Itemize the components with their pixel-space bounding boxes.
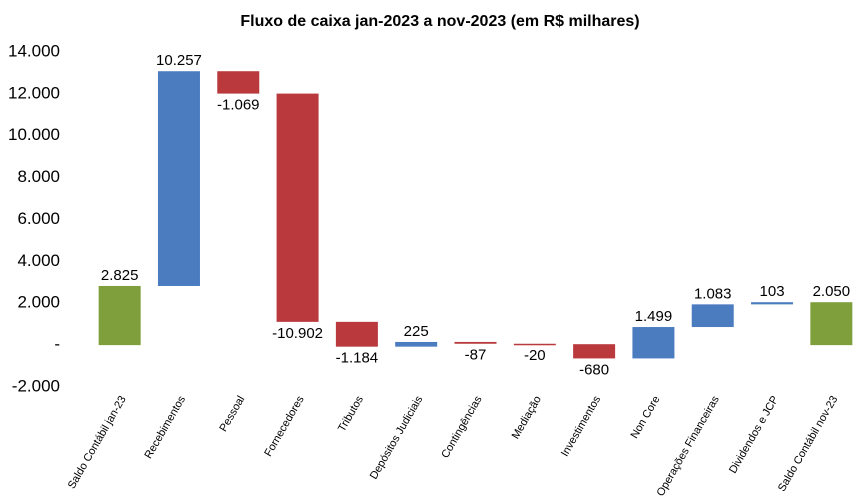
bar bbox=[395, 341, 438, 347]
y-tick-label: 8.000 bbox=[17, 167, 60, 186]
x-tick-label: Pessoal bbox=[217, 394, 247, 434]
y-tick-label: 14.000 bbox=[8, 41, 60, 60]
bar bbox=[157, 71, 200, 286]
value-label: 225 bbox=[404, 323, 429, 340]
y-tick-label: - bbox=[54, 335, 60, 354]
x-tick-label: Operações Financeiras bbox=[655, 394, 723, 499]
y-tick-label: 12.000 bbox=[8, 83, 60, 102]
x-tick-label: Non Core bbox=[629, 394, 663, 441]
bar bbox=[810, 302, 853, 346]
x-tick-label: Contingências bbox=[439, 394, 484, 461]
value-label: 10.257 bbox=[156, 52, 202, 69]
bar bbox=[454, 341, 497, 344]
x-tick-label: Investimentos bbox=[559, 394, 604, 459]
x-tick-label: Dividendos e JCP bbox=[727, 394, 781, 476]
bar bbox=[573, 344, 616, 359]
y-tick-label: 6.000 bbox=[17, 209, 60, 228]
value-label: 2.825 bbox=[101, 267, 139, 284]
bar bbox=[691, 304, 734, 328]
y-tick-label: 10.000 bbox=[8, 125, 60, 144]
value-label: -1.069 bbox=[217, 97, 260, 114]
x-tick-label: Recebimentos bbox=[143, 394, 189, 461]
value-label: 1.083 bbox=[694, 285, 732, 302]
value-label: -87 bbox=[465, 347, 487, 364]
x-tick-label: Saldo Contábil nov-23 bbox=[776, 394, 841, 494]
x-tick-label: Fornecedores bbox=[262, 394, 307, 459]
y-tick-label: 2.000 bbox=[17, 293, 60, 312]
bar bbox=[276, 93, 319, 322]
chart-title: Fluxo de caixa jan-2023 a nov-2023 (em R… bbox=[240, 13, 639, 30]
x-tick-label: Depósitos Judiciais bbox=[368, 394, 426, 482]
value-label: 1.499 bbox=[635, 308, 673, 325]
bar bbox=[217, 71, 260, 94]
x-tick-label: Saldo Contábil jan-23 bbox=[66, 394, 129, 491]
bar bbox=[632, 327, 675, 359]
value-label: -20 bbox=[524, 347, 546, 364]
value-label: 103 bbox=[760, 283, 785, 300]
y-tick-label: -2.000 bbox=[12, 376, 60, 395]
x-tick-label: Mediação bbox=[510, 394, 544, 441]
bar bbox=[513, 343, 556, 346]
value-label: -10.902 bbox=[272, 325, 323, 342]
x-tick-label: Tributos bbox=[336, 394, 366, 434]
bar bbox=[335, 321, 378, 347]
bar bbox=[751, 302, 794, 305]
value-label: -1.184 bbox=[336, 350, 379, 367]
y-tick-label: 4.000 bbox=[17, 251, 60, 270]
bar bbox=[98, 285, 141, 346]
value-label: 2.050 bbox=[813, 283, 851, 300]
value-label: -680 bbox=[579, 361, 609, 378]
